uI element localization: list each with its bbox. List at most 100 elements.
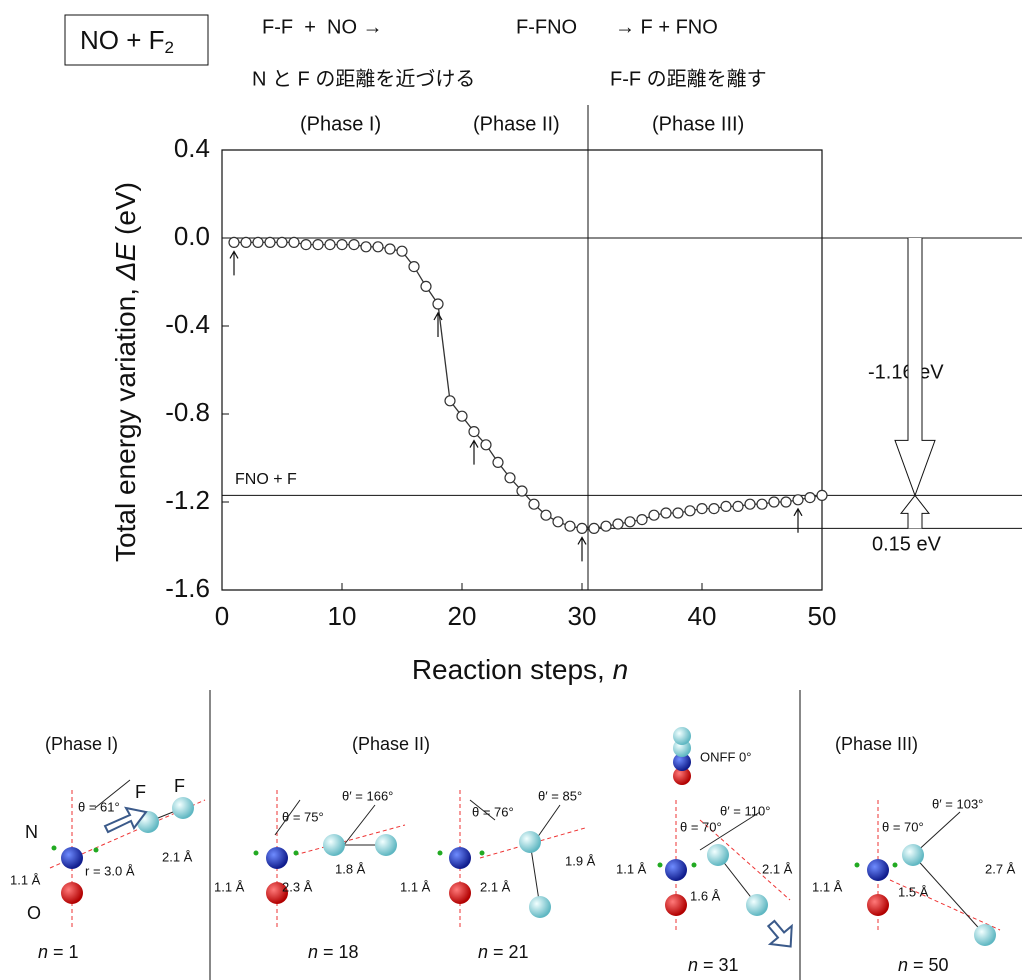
system-label: NO + F2 bbox=[80, 25, 174, 58]
step-arrow bbox=[229, 250, 239, 276]
data-point bbox=[672, 507, 684, 519]
data-point bbox=[552, 516, 564, 528]
phase-label: (Phase III) bbox=[835, 734, 918, 754]
data-point bbox=[636, 513, 648, 526]
step-var: n bbox=[688, 955, 698, 975]
distance-label: 1.1 Å bbox=[214, 879, 245, 894]
data-point bbox=[360, 241, 372, 253]
distance-label: 2.7 Å bbox=[985, 861, 1016, 876]
phase-label: (Phase III) bbox=[652, 113, 744, 135]
data-point bbox=[420, 280, 432, 292]
annotation: -1.16 eV bbox=[868, 361, 944, 383]
x-tick-label: 0 bbox=[215, 601, 229, 631]
step-arrow bbox=[469, 439, 479, 465]
atom-label: O bbox=[27, 903, 41, 923]
data-point bbox=[540, 509, 552, 521]
data-point bbox=[408, 261, 420, 273]
step-value: = 31 bbox=[698, 955, 739, 975]
system-sub: 2 bbox=[165, 38, 174, 57]
phase-label: (Phase I) bbox=[45, 734, 118, 754]
phase-label: (Phase II) bbox=[352, 734, 430, 754]
data-point bbox=[324, 239, 336, 251]
data-point bbox=[684, 505, 696, 517]
x-tick-label: 20 bbox=[448, 601, 477, 631]
data-point bbox=[600, 520, 612, 532]
distance-label: 1.8 Å bbox=[335, 861, 366, 876]
data-point bbox=[444, 395, 456, 407]
data-point bbox=[780, 496, 792, 508]
distance-label: 1.1 Å bbox=[10, 872, 41, 887]
reaction: → F + FNO bbox=[615, 16, 718, 38]
angle-label: θ′ = 103° bbox=[932, 796, 983, 811]
data-point bbox=[372, 241, 384, 253]
atom-label: F bbox=[135, 782, 146, 802]
step-var: n bbox=[38, 942, 48, 962]
angle-label: ONFF 0° bbox=[700, 749, 751, 764]
angle-label: θ = 70° bbox=[882, 819, 924, 834]
data-point bbox=[384, 243, 396, 255]
y-title-text: Total energy variation, bbox=[110, 280, 141, 562]
data-point bbox=[708, 503, 720, 515]
data-point bbox=[276, 236, 288, 248]
reaction: F-FNO bbox=[516, 16, 577, 38]
data-point bbox=[348, 239, 360, 251]
phase-label: (Phase II) bbox=[473, 113, 560, 135]
phase-label: (Phase I) bbox=[300, 113, 381, 135]
step-value: = 1 bbox=[48, 942, 79, 962]
data-point bbox=[564, 520, 576, 532]
data-point bbox=[696, 503, 708, 515]
data-point bbox=[288, 236, 300, 248]
x-tick-label: 10 bbox=[328, 601, 357, 631]
data-point bbox=[732, 500, 744, 512]
x-tick-label: 30 bbox=[568, 601, 597, 631]
distance-label: 1.1 Å bbox=[616, 861, 647, 876]
step-var: n bbox=[478, 942, 488, 962]
data-point bbox=[648, 509, 660, 521]
molecules bbox=[49, 727, 1001, 948]
distance-label: r = 3.0 Å bbox=[85, 863, 135, 878]
step-value: = 50 bbox=[908, 955, 949, 975]
data-point bbox=[816, 489, 828, 501]
step-label: n = 1 bbox=[38, 942, 79, 962]
data-point bbox=[612, 518, 624, 530]
step-arrow bbox=[577, 536, 587, 562]
step-value: = 18 bbox=[318, 942, 359, 962]
distance-label: 1.1 Å bbox=[812, 879, 843, 894]
step-label: n = 18 bbox=[308, 942, 359, 962]
data-point bbox=[228, 236, 240, 248]
step-value: = 21 bbox=[488, 942, 529, 962]
data-point bbox=[240, 236, 252, 248]
data-point bbox=[492, 456, 504, 468]
data-point bbox=[528, 498, 540, 510]
x-tick-label: 50 bbox=[808, 601, 837, 631]
distance-label: 1.9 Å bbox=[565, 853, 596, 868]
distance-label: 2.3 Å bbox=[282, 879, 313, 894]
structures bbox=[209, 690, 801, 980]
distance-label: 1.1 Å bbox=[400, 879, 431, 894]
data-point bbox=[720, 500, 732, 512]
data-point bbox=[804, 492, 816, 504]
distance-label: 2.1 Å bbox=[480, 879, 511, 894]
distance-label: 2.1 Å bbox=[162, 849, 193, 864]
distance-label: 2.1 Å bbox=[762, 861, 793, 876]
y-title-unit: (eV) bbox=[110, 182, 141, 243]
angle-label: θ′ = 85° bbox=[538, 788, 582, 803]
plot-frame bbox=[221, 149, 823, 591]
angle-label: θ = 75° bbox=[282, 809, 324, 824]
angle-label: θ = 70° bbox=[680, 819, 722, 834]
data-point bbox=[516, 485, 528, 497]
x-title-var: n bbox=[613, 654, 629, 685]
y-tick-label: -0.8 bbox=[165, 397, 210, 427]
stage-label: N と F の距離を近づける bbox=[252, 67, 475, 90]
data-point bbox=[744, 498, 756, 510]
distance-label: 1.6 Å bbox=[690, 888, 721, 903]
data-point bbox=[756, 498, 768, 510]
atom-label: F bbox=[174, 776, 185, 796]
annotation: 0.15 eV bbox=[872, 533, 942, 555]
system-box bbox=[64, 14, 209, 66]
distance-label: 1.5 Å bbox=[898, 884, 929, 899]
data-point bbox=[312, 239, 324, 251]
y-tick-label: -1.6 bbox=[165, 573, 210, 603]
angle-label: θ = 76° bbox=[472, 804, 514, 819]
